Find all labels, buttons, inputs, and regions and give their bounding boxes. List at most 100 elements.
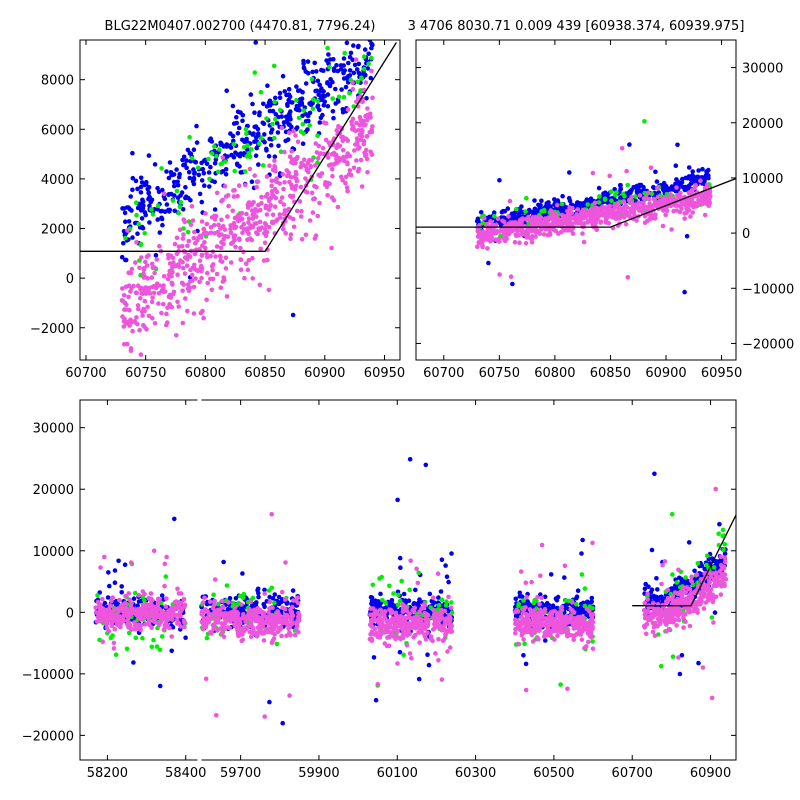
point-blue [180, 207, 186, 212]
point-blue [317, 107, 322, 113]
point-violet [261, 258, 267, 263]
point-blue [130, 187, 135, 193]
point-blue [297, 88, 303, 93]
point-violet [554, 222, 559, 227]
point-green [369, 55, 374, 61]
point-blue [130, 235, 135, 240]
point-violet [499, 228, 505, 234]
point-violet [367, 111, 373, 117]
point-violet [219, 240, 224, 245]
point-violet [307, 158, 312, 163]
point-blue [138, 184, 144, 190]
point-violet [150, 614, 156, 619]
point-violet [272, 204, 278, 210]
point-green [395, 602, 401, 608]
point-blue [207, 184, 212, 189]
point-blue [574, 200, 580, 205]
point-violet [476, 240, 482, 245]
point-violet [148, 596, 154, 602]
point-blue [294, 84, 299, 89]
point-blue [121, 240, 126, 246]
point-violet [256, 226, 261, 231]
point-blue [589, 595, 595, 601]
point-violet [282, 180, 287, 185]
point-blue [301, 61, 306, 66]
point-violet [162, 583, 167, 589]
point-violet [201, 226, 207, 232]
point-violet [289, 148, 295, 154]
point-blue [523, 661, 529, 667]
point-violet [240, 230, 245, 236]
point-violet [261, 610, 267, 616]
point-blue [347, 73, 353, 78]
point-blue [135, 231, 140, 236]
y-tick-label: 10000 [742, 172, 783, 187]
point-violet [273, 612, 279, 618]
point-blue [267, 108, 273, 114]
point-violet [573, 220, 578, 225]
point-blue [560, 193, 565, 199]
point-violet [290, 598, 296, 603]
point-violet [167, 261, 173, 266]
point-blue [654, 576, 659, 581]
point-green [151, 637, 156, 643]
point-violet [129, 266, 135, 272]
point-violet [638, 208, 643, 213]
point-violet [628, 206, 633, 212]
point-violet [298, 164, 304, 170]
point-violet [350, 126, 355, 132]
point-violet [409, 655, 414, 661]
point-violet [255, 179, 261, 184]
point-violet [191, 235, 197, 241]
point-blue [305, 59, 311, 64]
point-violet [133, 290, 139, 296]
point-violet [180, 259, 185, 265]
point-violet [229, 610, 234, 615]
point-blue [283, 138, 289, 144]
point-blue [310, 69, 315, 75]
point-blue [119, 254, 125, 260]
point-blue [282, 89, 288, 94]
point-violet [132, 319, 137, 324]
point-violet [262, 231, 267, 236]
point-violet [176, 244, 182, 249]
point-blue [316, 92, 322, 98]
point-violet [414, 566, 419, 572]
point-blue [686, 165, 692, 170]
point-violet [151, 608, 156, 613]
point-violet [166, 294, 172, 299]
point-violet [277, 615, 283, 620]
point-blue [183, 635, 188, 640]
point-green [243, 126, 249, 132]
point-violet [513, 222, 518, 227]
point-violet [343, 181, 348, 186]
point-blue [112, 568, 118, 573]
point-blue [512, 210, 517, 215]
point-blue [223, 167, 229, 172]
point-violet [551, 211, 556, 217]
point-violet [161, 191, 167, 196]
point-blue [653, 169, 658, 175]
point-violet [282, 149, 287, 155]
model-line [80, 42, 397, 252]
point-blue [505, 206, 511, 211]
point-violet [191, 311, 197, 316]
point-blue [655, 587, 660, 592]
point-blue [123, 219, 128, 224]
point-violet [248, 618, 253, 623]
point-green [559, 201, 565, 207]
point-violet [379, 622, 385, 628]
point-violet [607, 206, 612, 211]
point-violet [174, 235, 180, 241]
point-violet [323, 121, 329, 126]
point-blue [179, 190, 185, 195]
point-blue [188, 198, 193, 203]
point-blue [717, 521, 722, 527]
point-blue [174, 167, 179, 172]
point-violet [163, 604, 169, 609]
point-blue [692, 568, 697, 574]
point-violet [706, 197, 712, 202]
point-blue [350, 57, 355, 63]
point-violet [369, 619, 375, 625]
point-violet [253, 230, 259, 235]
